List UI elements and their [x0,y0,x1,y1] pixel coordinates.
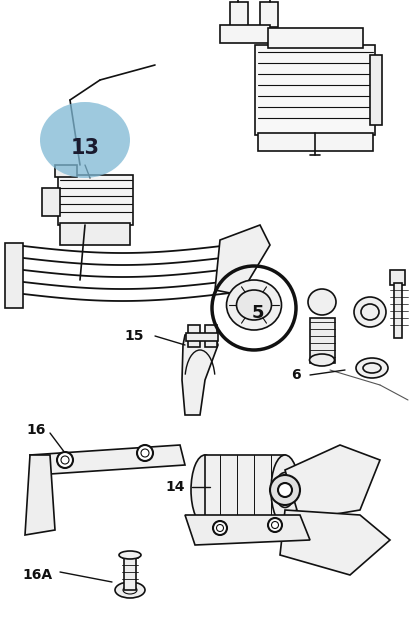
Polygon shape [215,225,270,295]
Circle shape [57,452,73,468]
Ellipse shape [310,354,335,366]
Bar [188,325,200,347]
Polygon shape [182,335,218,415]
Text: 16: 16 [26,423,46,437]
Polygon shape [25,455,55,535]
Ellipse shape [115,582,145,598]
Bar [60,223,130,245]
Ellipse shape [354,297,386,327]
Bar [230,2,248,27]
Bar [186,333,218,341]
Bar [394,283,402,338]
Polygon shape [30,445,185,475]
Circle shape [137,445,153,461]
Circle shape [270,475,300,505]
Ellipse shape [308,289,336,315]
Bar [370,55,382,125]
Bar [255,45,375,135]
Ellipse shape [227,280,281,330]
Text: 15: 15 [124,329,144,343]
Text: 5: 5 [252,304,264,322]
Polygon shape [185,515,310,545]
Ellipse shape [119,551,141,559]
Bar [310,318,335,363]
Text: 13: 13 [70,138,99,158]
Bar [5,243,23,308]
Bar [220,25,270,43]
Ellipse shape [236,290,272,320]
Circle shape [268,518,282,532]
Ellipse shape [356,358,388,378]
Bar [205,455,285,525]
Bar [260,2,278,27]
Text: 14: 14 [165,480,185,494]
Ellipse shape [40,102,130,178]
Text: 16A: 16A [23,568,53,582]
Bar [58,175,133,225]
Ellipse shape [191,455,219,525]
Bar [124,555,136,590]
Ellipse shape [275,473,295,507]
Bar [390,270,405,285]
Bar [258,133,373,151]
Circle shape [278,483,292,497]
Bar [55,165,77,177]
Text: 6: 6 [291,368,301,382]
Ellipse shape [271,455,299,525]
Polygon shape [285,445,380,520]
Bar [268,28,363,48]
Bar [205,325,217,347]
Circle shape [213,521,227,535]
Polygon shape [280,510,390,575]
Bar [42,188,60,216]
